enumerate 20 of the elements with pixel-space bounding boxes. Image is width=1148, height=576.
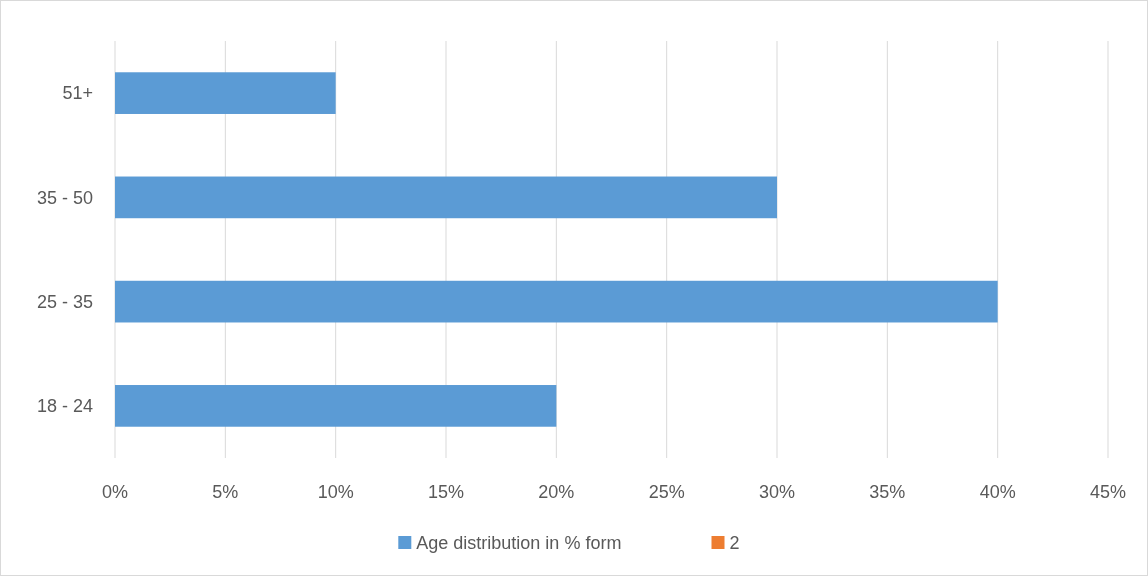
x-tick-label: 25% — [648, 482, 685, 502]
y-tick-label: 25 - 35 — [36, 291, 93, 312]
y-tick-label: 18 - 24 — [36, 396, 93, 417]
bar — [115, 176, 777, 219]
bar — [115, 280, 998, 323]
x-tick-label: 20% — [538, 482, 575, 502]
bar — [115, 385, 557, 427]
x-tick-label: 5% — [212, 482, 239, 502]
y-tick-label: 35 - 50 — [36, 187, 93, 208]
legend-label: Age distribution in % form — [416, 533, 622, 554]
x-tick-label: 0% — [101, 482, 129, 502]
legend-label: 2 — [729, 533, 740, 554]
x-tick-label: 40% — [979, 482, 1016, 502]
x-tick-label: 10% — [317, 482, 354, 502]
y-tick-label: 51+ — [62, 83, 93, 104]
x-tick-label: 45% — [1089, 482, 1127, 502]
bar — [115, 72, 336, 114]
x-tick-label: 15% — [427, 482, 465, 502]
x-tick-label: 30% — [758, 482, 796, 502]
x-tick-label: 35% — [869, 482, 906, 502]
